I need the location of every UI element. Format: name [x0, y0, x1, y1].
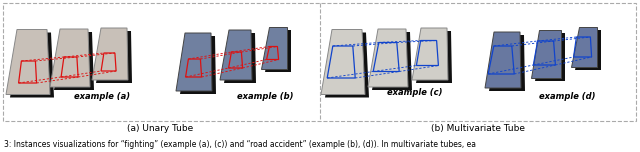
- Polygon shape: [325, 33, 369, 97]
- Polygon shape: [485, 32, 521, 88]
- Polygon shape: [96, 31, 132, 83]
- Polygon shape: [368, 29, 408, 87]
- Polygon shape: [220, 30, 252, 80]
- Polygon shape: [224, 33, 256, 83]
- Text: (b) Multivariate Tube: (b) Multivariate Tube: [431, 124, 525, 133]
- Polygon shape: [54, 32, 94, 90]
- Text: (a) Unary Tube: (a) Unary Tube: [127, 124, 193, 133]
- Polygon shape: [571, 27, 597, 67]
- Polygon shape: [416, 31, 452, 83]
- Polygon shape: [372, 32, 412, 90]
- Polygon shape: [10, 33, 54, 97]
- Polygon shape: [265, 30, 291, 72]
- Polygon shape: [50, 29, 90, 87]
- Polygon shape: [412, 28, 448, 80]
- Text: example (a): example (a): [74, 92, 130, 101]
- Text: example (d): example (d): [539, 92, 595, 101]
- Polygon shape: [321, 29, 365, 95]
- Text: example (b): example (b): [237, 92, 293, 101]
- Polygon shape: [535, 33, 565, 81]
- Polygon shape: [92, 28, 128, 80]
- Polygon shape: [261, 27, 287, 69]
- Polygon shape: [489, 35, 525, 91]
- Polygon shape: [531, 30, 561, 78]
- Polygon shape: [180, 36, 216, 94]
- Text: example (c): example (c): [387, 88, 443, 97]
- Text: 3: Instances visualizations for “fighting” (example (a), (c)) and “road accident: 3: Instances visualizations for “fightin…: [4, 140, 476, 149]
- Polygon shape: [575, 30, 601, 70]
- Polygon shape: [6, 29, 50, 95]
- Polygon shape: [176, 33, 212, 91]
